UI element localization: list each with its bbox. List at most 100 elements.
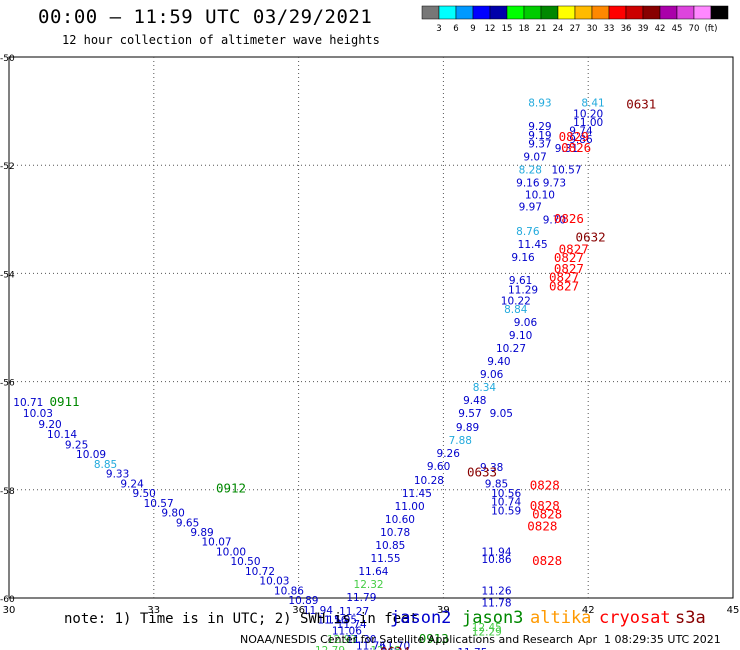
- wave-height-label: 11.76: [356, 641, 386, 650]
- wave-height-label: 11.26: [481, 585, 511, 597]
- wave-height-label: 9.70: [543, 214, 566, 226]
- colorbar-label: 27: [570, 24, 581, 34]
- wave-height-label: 10.57: [551, 165, 581, 177]
- y-tick-label: -58: [0, 487, 15, 497]
- pass-time-label: 0826: [554, 211, 584, 226]
- wave-height-label: 11.27: [339, 606, 369, 618]
- wave-height-label: 10.86: [274, 585, 304, 597]
- wave-height-label: 11.56: [317, 615, 347, 627]
- wave-height-label: 9.89: [190, 527, 213, 539]
- wave-height-label: 9.07: [523, 152, 546, 164]
- y-tick-label: -54: [0, 270, 15, 280]
- colorbar-label: 70: [689, 24, 700, 34]
- wave-height-label: 9.37: [528, 139, 551, 151]
- colorbar-swatch: [676, 5, 695, 20]
- colorbar-label: 3: [436, 24, 441, 34]
- wave-height-label: 10.28: [414, 475, 444, 487]
- pass-time-label: 0828: [530, 498, 560, 513]
- wave-height-label: 12.32: [354, 579, 384, 591]
- wave-height-label: 11.00: [395, 501, 425, 513]
- wave-height-label: 12.45: [472, 622, 502, 634]
- colorbar-swatch: [523, 5, 542, 20]
- wave-height-label: 8.84: [504, 304, 528, 316]
- y-tick-label: -50: [0, 54, 15, 64]
- colorbar-label: 45: [672, 24, 683, 34]
- wave-height-label: 9.38: [480, 462, 503, 474]
- footnote: note: 1) Time is in UTC; 2) SWH is in fe…: [64, 611, 419, 627]
- colorbar-swatch: [625, 5, 644, 20]
- wave-height-label: 11.74: [337, 619, 367, 631]
- wave-height-label: 11.78: [481, 597, 511, 609]
- wave-height-label: 12.93: [327, 634, 357, 646]
- pass-time-label: 0631: [626, 97, 656, 112]
- pass-time-label: 0827: [554, 261, 584, 276]
- wave-height-label: 8.85: [94, 459, 117, 471]
- colorbar-label: 9: [470, 24, 475, 34]
- wave-height-label: 9.33: [106, 469, 129, 481]
- colorbar-swatch: [455, 5, 474, 20]
- wave-height-label: 10.27: [496, 343, 526, 355]
- x-tick-label: 39: [437, 605, 450, 616]
- colorbar-label: 33: [604, 24, 615, 34]
- x-tick-label: 45: [727, 605, 740, 616]
- wave-height-label: 10.14: [47, 429, 77, 441]
- wave-height-label: 9.80: [161, 508, 184, 520]
- wave-height-label: 10.09: [76, 449, 106, 461]
- wave-height-label: 12.48: [370, 645, 400, 650]
- wave-height-label: 11.55: [370, 553, 400, 565]
- legend-s3a: s3a: [675, 608, 706, 628]
- wave-height-label: 11.29: [508, 285, 538, 297]
- colorbar-swatch: [489, 5, 508, 20]
- wave-height-label: 11.06: [332, 625, 362, 637]
- colorbar-swatch: [540, 5, 559, 20]
- x-tick-label: 36: [292, 605, 305, 616]
- legend-jason3: jason3: [462, 608, 524, 628]
- pass-time-label: 0829: [559, 129, 589, 144]
- wave-height-label: 10.03: [23, 408, 53, 420]
- colorbar-label: 15: [502, 24, 513, 34]
- wave-height-label: 10.85: [375, 540, 405, 552]
- pass-time-label: 0828: [527, 519, 557, 534]
- wave-height-label: 10.07: [202, 537, 232, 549]
- colorbar-label: (ft): [705, 24, 718, 34]
- wave-height-label: 9.97: [519, 201, 542, 213]
- colorbar-swatch: [608, 5, 627, 20]
- wave-height-label: 10.59: [491, 505, 521, 517]
- y-tick-label: -56: [0, 379, 15, 389]
- wave-height-label: 10.89: [288, 595, 318, 607]
- plot-frame: [8, 56, 734, 599]
- colorbar-swatch: [642, 5, 661, 20]
- colorbar-swatch: [591, 5, 610, 20]
- wave-height-label: 9.60: [427, 461, 450, 473]
- pass-time-label: 0827: [554, 250, 584, 265]
- wave-height-label: 10.20: [573, 108, 603, 120]
- wave-height-label: 10.72: [245, 566, 275, 578]
- wave-height-label: 8.76: [516, 226, 540, 238]
- wave-height-label: 9.06: [514, 317, 538, 329]
- wave-height-label: 10.50: [230, 556, 260, 568]
- colorbar-label: 12: [485, 24, 496, 34]
- chart-subtitle: 12 hour collection of altimeter wave hei…: [62, 33, 380, 47]
- pass-time-label: 0912: [216, 481, 246, 496]
- pass-time-label: 0827: [559, 242, 589, 257]
- wave-height-label: 11.94: [481, 546, 511, 558]
- legend-cryosat: cryosat: [599, 608, 671, 628]
- timestamp: Apr 1 08:29:35 UTC 2021: [578, 633, 721, 646]
- x-tick-label: 30: [3, 605, 16, 616]
- wave-height-label: 12.79: [315, 645, 345, 650]
- pass-time-label: 0911: [49, 394, 79, 409]
- colorbar-swatch: [472, 5, 491, 20]
- wave-height-label: 9.19: [528, 130, 551, 142]
- wave-height-label: 9.89: [456, 422, 479, 434]
- wave-height-label: 9.25: [65, 439, 88, 451]
- colorbar-label: 18: [519, 24, 530, 34]
- wave-height-label: 10.71: [13, 397, 43, 409]
- wave-height-label: 9.40: [487, 356, 510, 368]
- wave-height-label: 7.88: [449, 435, 472, 447]
- wave-height-label: 8.93: [528, 97, 551, 109]
- wave-height-label: 9.05: [490, 408, 513, 420]
- pass-time-label: 0828: [532, 553, 562, 568]
- colorbar-label: 24: [553, 24, 564, 34]
- wave-height-label: 9.74: [569, 126, 593, 138]
